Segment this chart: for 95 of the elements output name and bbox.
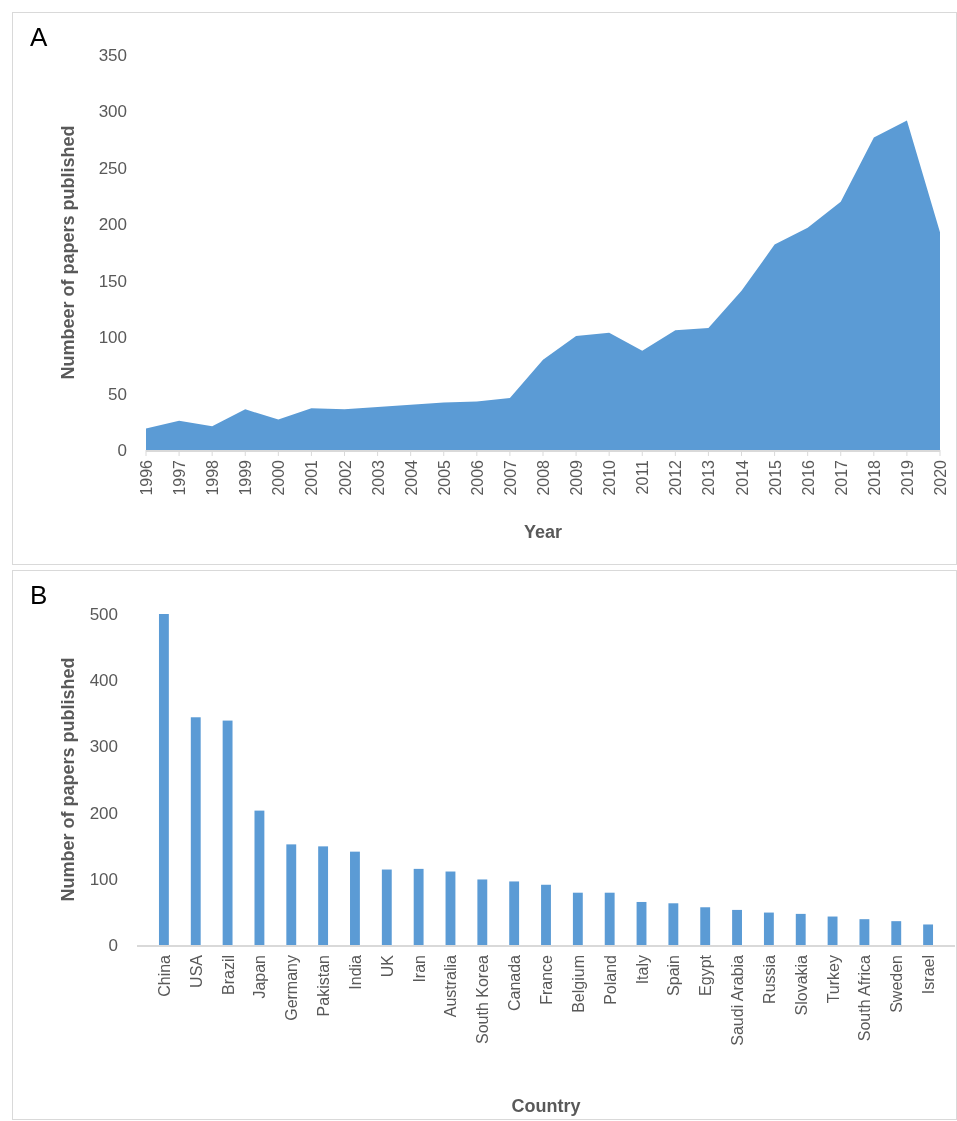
x-tick-label: 2017 (832, 459, 850, 496)
x-tick-label: South Africa (856, 954, 874, 1042)
x-tick-label: 2001 (303, 459, 321, 496)
x-tick-label: India (346, 954, 364, 990)
x-tick-label: 2009 (568, 459, 586, 496)
y-tick-label: 50 (108, 384, 127, 404)
x-tick-label: Belgium (569, 955, 587, 1013)
chart-title: A (30, 22, 48, 52)
y-tick-label: 250 (98, 158, 127, 178)
x-axis-title: Year (523, 522, 563, 542)
chart-title: B (30, 580, 48, 610)
bar (891, 921, 902, 945)
bar (254, 810, 265, 945)
bar (413, 868, 424, 945)
x-tick-label: Turkey (824, 955, 842, 1004)
bar (668, 903, 679, 945)
x-tick-label: Pakistan (315, 955, 333, 1017)
bar (763, 912, 774, 945)
bar (158, 614, 169, 945)
x-tick-label: 2020 (932, 459, 949, 496)
bar (700, 907, 711, 945)
x-tick-label: Slovakia (792, 954, 810, 1016)
y-tick-label: 200 (89, 803, 118, 823)
bar (509, 881, 520, 945)
y-tick-label: 300 (98, 102, 127, 122)
bar (286, 844, 297, 945)
bar (795, 913, 806, 945)
x-tick-label: 1998 (204, 459, 222, 496)
bar (222, 720, 233, 945)
y-tick-label: 400 (89, 671, 118, 691)
x-tick-label: Germany (283, 955, 301, 1021)
x-tick-label: 2000 (270, 459, 288, 496)
y-tick-label: 350 (98, 45, 127, 65)
bar (923, 924, 934, 945)
x-tick-label: Saudi Arabia (729, 954, 747, 1046)
x-tick-label: 2013 (700, 459, 718, 496)
y-tick-label: 100 (98, 328, 127, 348)
y-tick-label: 100 (89, 869, 118, 889)
bar (636, 901, 647, 945)
x-tick-label: 2019 (898, 459, 916, 496)
x-tick-label: South Korea (474, 954, 492, 1044)
x-tick-label: 2006 (468, 459, 486, 496)
bar (445, 871, 456, 945)
bar (859, 919, 870, 945)
x-tick-label: 2008 (535, 459, 552, 496)
x-tick-label: 2012 (667, 459, 685, 496)
x-axis-title: Country (511, 1096, 581, 1116)
y-tick-label: 0 (108, 935, 118, 955)
x-tick-label: Israel (920, 955, 938, 995)
bar (541, 884, 551, 945)
y-tick-label: 500 (89, 604, 118, 624)
x-tick-label: 2010 (601, 459, 619, 496)
bar (190, 717, 201, 945)
x-tick-label: France (538, 954, 555, 1005)
x-tick-label: USA (187, 954, 205, 988)
bar (381, 869, 392, 945)
x-tick-label: 1996 (138, 459, 155, 496)
bar (350, 851, 360, 945)
x-tick-label: Egypt (697, 954, 715, 996)
x-tick-label: Brazil (219, 955, 237, 996)
x-tick-label: 1999 (237, 459, 255, 496)
bar (827, 916, 838, 945)
bar (318, 846, 329, 945)
y-axis-title: Number of papers published (58, 657, 78, 902)
y-axis-title: Numbeer of papers published (58, 125, 78, 380)
x-tick-label: 2003 (369, 459, 387, 496)
x-tick-label: Iran (410, 955, 428, 983)
x-tick-label: 2002 (336, 459, 354, 496)
x-tick-label: 2004 (402, 459, 420, 496)
y-tick-label: 300 (89, 737, 118, 757)
x-tick-label: 2005 (435, 459, 453, 496)
y-tick-label: 150 (98, 271, 127, 291)
y-tick-label: 200 (98, 215, 127, 235)
bar (732, 909, 742, 945)
bar (572, 892, 583, 945)
x-tick-label: Italy (633, 955, 651, 985)
x-tick-label: UK (378, 954, 396, 978)
bar (477, 879, 488, 945)
x-tick-label: 2007 (501, 459, 519, 496)
x-tick-label: Spain (665, 955, 683, 996)
bar (604, 892, 615, 945)
x-tick-label: Russia (760, 954, 778, 1004)
x-tick-label: Japan (251, 955, 269, 999)
x-tick-label: Poland (601, 955, 619, 1005)
x-tick-label: 1997 (171, 459, 189, 496)
x-tick-label: 2015 (766, 459, 784, 496)
x-tick-label: Sweden (888, 955, 906, 1013)
x-tick-label: 2014 (733, 459, 751, 496)
x-tick-label: 2018 (865, 459, 883, 496)
x-tick-label: Australia (442, 954, 460, 1018)
y-tick-label: 0 (117, 440, 127, 460)
x-tick-label: 2016 (799, 459, 817, 496)
x-tick-label: Canada (506, 954, 524, 1012)
x-tick-label: 2011 (634, 459, 652, 495)
x-tick-label: China (155, 954, 173, 997)
